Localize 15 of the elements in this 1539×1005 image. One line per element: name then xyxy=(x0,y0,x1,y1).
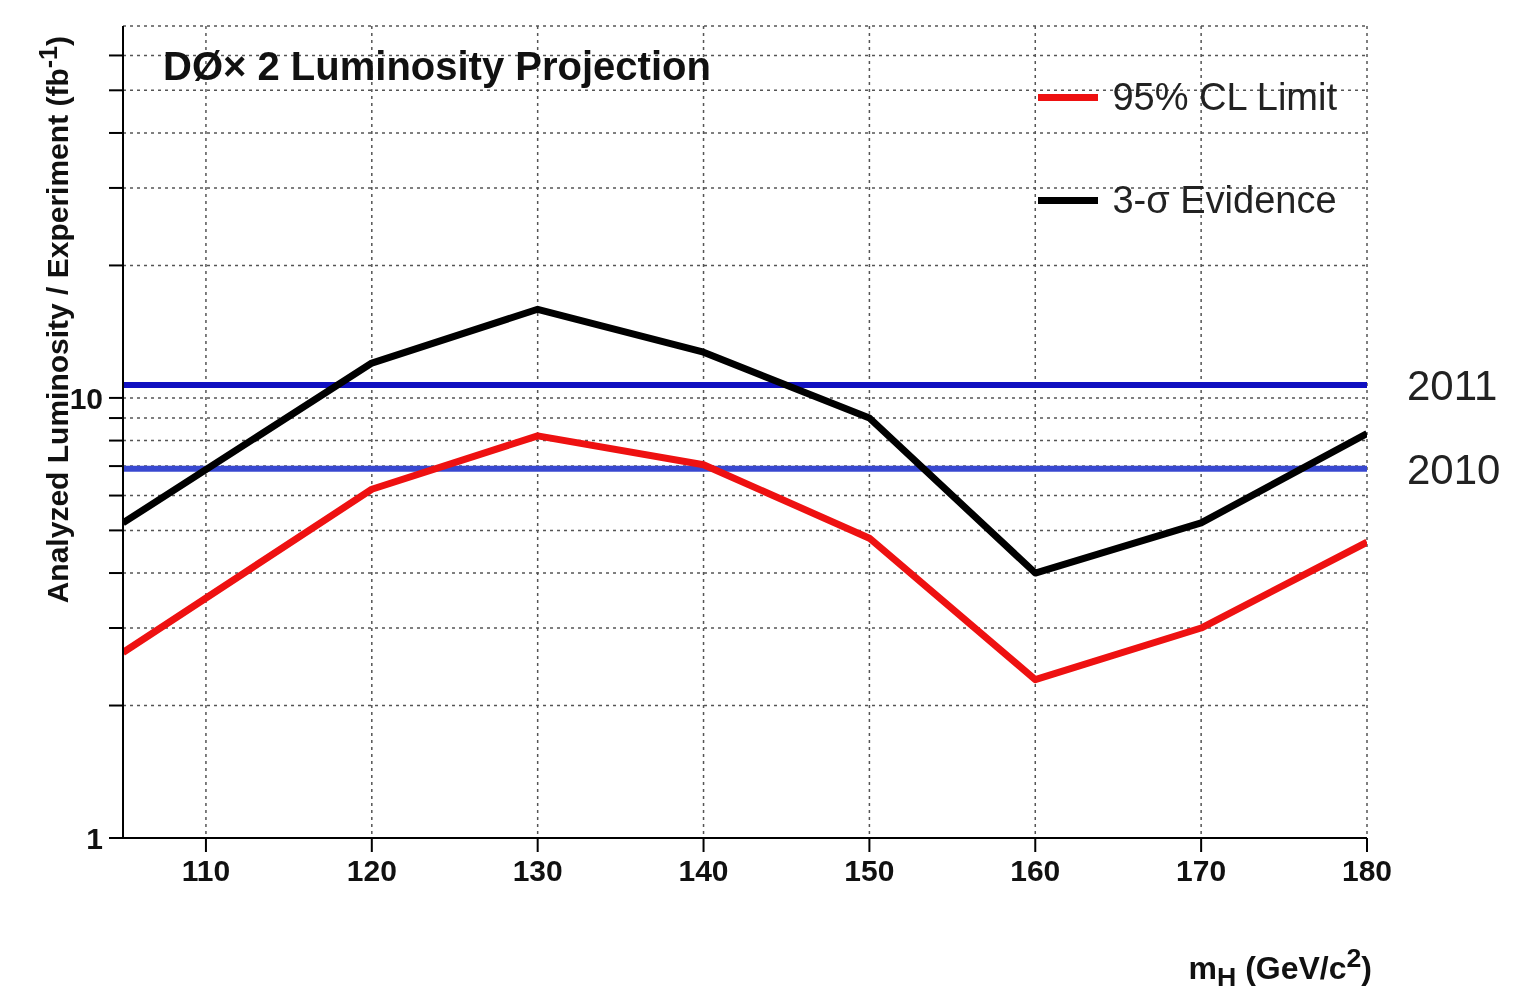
y-tick-label: 1 xyxy=(86,821,104,855)
annotation: 2011 xyxy=(1407,361,1498,409)
x-axis-title: m$_{H}$ (GeV/c$^{2}$) xyxy=(1188,943,1372,994)
x-tick-label: 160 xyxy=(1010,854,1061,888)
x-tick-label: 130 xyxy=(512,854,563,888)
x-tick-label: 120 xyxy=(346,854,397,888)
x-tick-label: 170 xyxy=(1176,854,1227,888)
legend-label: 95% CL Limit xyxy=(1112,76,1337,119)
annotation: 2010 xyxy=(1407,445,1501,493)
x-tick-label: 140 xyxy=(678,854,729,888)
legend-label: 3-σ Evidence xyxy=(1112,179,1337,222)
text: DØ× 2 Luminosity Projection xyxy=(163,44,711,89)
x-tick-label: 110 xyxy=(181,854,231,888)
x-tick-label: 150 xyxy=(844,854,895,888)
x-tick-label: 180 xyxy=(1341,854,1393,888)
